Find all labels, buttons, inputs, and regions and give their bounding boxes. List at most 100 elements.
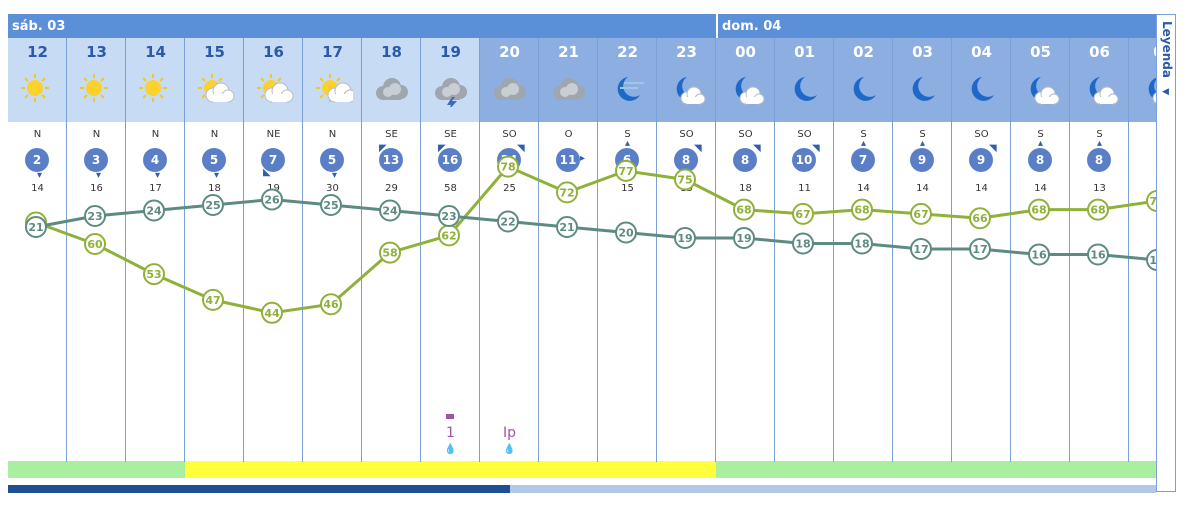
temperature-value: 20 [618, 227, 634, 240]
temperature-point[interactable]: 18 [792, 232, 814, 255]
humidity-marker [261, 301, 283, 324]
wind-speed-badge[interactable]: 5 [320, 148, 344, 172]
hour-label: 03 [893, 38, 952, 67]
wind-direction: N [328, 129, 337, 140]
alert-level-bar [185, 461, 244, 478]
temperature-point[interactable]: 18 [851, 232, 873, 255]
temperature-point[interactable]: 22 [497, 210, 519, 233]
wind-gust: 15 [621, 183, 634, 194]
wind-speed-badge[interactable]: 9 [910, 148, 934, 172]
humidity-point[interactable]: 58 [379, 241, 401, 264]
scrollbar-track[interactable] [8, 485, 1156, 493]
humidity-value: 65 [28, 217, 43, 230]
temperature-point[interactable]: 17 [910, 238, 932, 260]
temperature-point[interactable]: 19 [733, 227, 755, 249]
wind-speed-badge[interactable]: 7 [851, 148, 875, 172]
temperature-marker [438, 205, 460, 227]
moon-cloud-icon [716, 67, 775, 122]
temperature-point[interactable]: 25 [202, 194, 224, 216]
temperature-point[interactable]: 24 [379, 199, 401, 222]
moon-cloud-icon [1011, 67, 1070, 122]
temperature-point[interactable]: 17 [969, 238, 991, 260]
humidity-point[interactable]: 67 [910, 202, 932, 225]
humidity-value: 58 [382, 247, 397, 260]
temperature-value: 24 [382, 205, 398, 218]
wind-speed-badge[interactable]: 11 [556, 148, 580, 172]
wind-gust: 15 [680, 183, 693, 194]
humidity-point[interactable]: 53 [143, 263, 165, 286]
wind-direction: SE [385, 129, 398, 140]
wind-speed-badge[interactable]: 3 [84, 148, 108, 172]
wind-speed-badge[interactable]: 5 [202, 148, 226, 172]
wind-speed-badge[interactable]: 4 [143, 148, 167, 172]
cloud-icon [480, 67, 539, 122]
humidity-marker [202, 288, 224, 311]
temperature-marker [792, 232, 814, 255]
humidity-marker [320, 293, 342, 316]
wind-direction: S [1096, 129, 1103, 140]
temperature-point[interactable]: 20 [615, 221, 637, 244]
humidity-value: 68 [1090, 204, 1105, 217]
temperature-marker [84, 205, 106, 227]
wind-arrow-icon: ◤ [379, 143, 387, 154]
wind-gust: 18 [739, 183, 752, 194]
wind-speed-badge[interactable]: 8 [1087, 148, 1111, 172]
wind-speed-badge[interactable]: 2 [25, 148, 49, 172]
temperature-point[interactable]: 24 [143, 199, 165, 222]
humidity-point[interactable]: 47 [202, 288, 224, 311]
sun-icon [67, 67, 126, 122]
column-divider [892, 38, 893, 462]
humidity-point[interactable]: 62 [438, 224, 460, 247]
temperature-marker [25, 216, 47, 238]
humidity-point[interactable]: 68 [1087, 198, 1109, 221]
temperature-value: 23 [441, 210, 456, 223]
temperature-point[interactable]: 21 [556, 216, 578, 238]
temperature-point[interactable]: 25 [320, 194, 342, 216]
temperature-point[interactable]: 23 [438, 205, 460, 227]
wind-speed-badge[interactable]: 8 [1028, 148, 1052, 172]
humidity-point[interactable]: 68 [1028, 198, 1050, 221]
legend-expand-icon[interactable]: ◀ [1162, 87, 1169, 97]
alert-level-bar [657, 461, 716, 478]
wind-direction: NE [266, 129, 281, 140]
humidity-value: 68 [1031, 204, 1046, 217]
column-divider [656, 38, 657, 462]
wind-gust: 18 [208, 183, 221, 194]
humidity-point[interactable]: 60 [84, 233, 106, 255]
humidity-point[interactable]: 67 [792, 202, 814, 225]
temperature-point[interactable]: 15 [1146, 249, 1156, 271]
humidity-point[interactable]: 65 [25, 211, 47, 234]
hour-label: 06 [1070, 38, 1129, 67]
humidity-point[interactable]: 44 [261, 301, 283, 324]
temperature-point[interactable]: 21 [25, 216, 47, 238]
humidity-marker [851, 198, 873, 221]
humidity-value: 46 [323, 298, 339, 311]
moon-cloud-icon [1129, 67, 1156, 122]
humidity-point[interactable]: 70 [1146, 190, 1156, 212]
temperature-point[interactable]: 19 [674, 227, 696, 249]
temperature-marker [1028, 243, 1050, 266]
hour-label: 23 [657, 38, 716, 67]
legend-panel[interactable]: Leyenda ◀ [1156, 14, 1176, 492]
scrollbar-thumb[interactable] [8, 485, 510, 493]
wind-direction: O [564, 129, 573, 140]
humidity-point[interactable]: 66 [969, 207, 991, 230]
humidity-point[interactable]: 68 [733, 198, 755, 221]
temperature-point[interactable]: 23 [84, 205, 106, 227]
humidity-point[interactable]: 68 [851, 198, 873, 221]
wind-gust: 17 [149, 183, 162, 194]
wind-arrow-icon: ◣ [263, 167, 271, 178]
humidity-point[interactable]: 46 [320, 293, 342, 316]
humidity-marker [1028, 198, 1050, 221]
hour-label: 16 [244, 38, 303, 67]
column-divider [597, 38, 598, 462]
humidity-value: 60 [87, 238, 103, 251]
temperature-marker [556, 216, 578, 238]
temperature-point[interactable]: 16 [1087, 243, 1109, 266]
temperature-point[interactable]: 16 [1028, 243, 1050, 266]
column-divider [243, 38, 244, 462]
column-divider [125, 38, 126, 462]
alert-level-bar [421, 461, 480, 478]
humidity-value: 68 [854, 204, 869, 217]
wind-speed-badge[interactable]: 6 [615, 148, 639, 172]
